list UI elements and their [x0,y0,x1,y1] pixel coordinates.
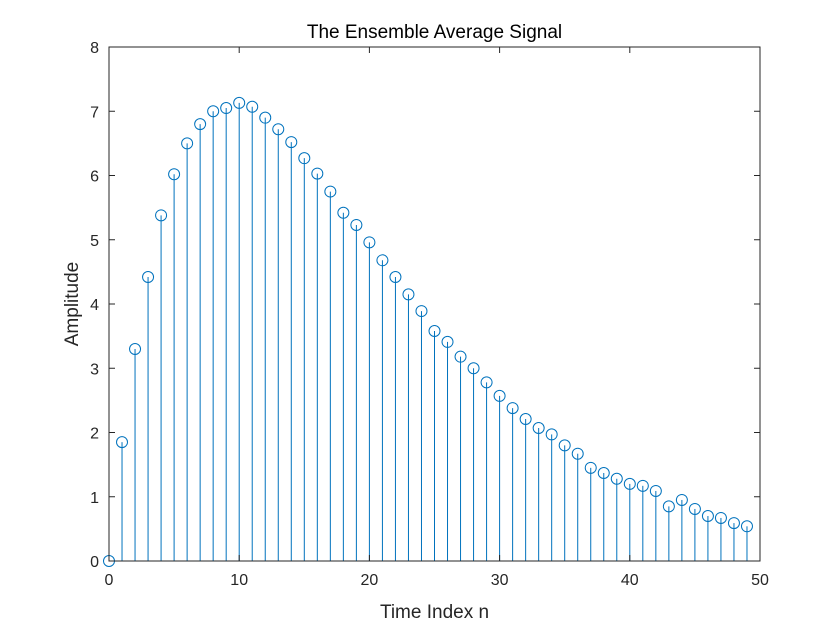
y-tick-label: 3 [90,361,99,378]
stem-marker [467,362,480,375]
stem-marker [558,439,571,452]
stem-marker [246,100,259,113]
stem-marker [337,206,350,219]
stem-marker [740,520,753,533]
y-tick-label: 0 [90,554,99,571]
stem-marker [675,493,688,506]
stem-marker [688,502,701,515]
stem-marker [441,335,454,348]
stem-marker [272,123,285,136]
stem-marker [402,288,415,301]
stem-marker [610,472,623,485]
stem-marker [233,96,246,109]
y-tick-label: 5 [90,233,99,250]
stem-marker [506,402,519,415]
stem-marker [298,152,311,165]
y-tick-label: 2 [90,426,99,443]
x-tick-label: 10 [230,572,248,589]
stem-marker [532,422,545,435]
stem-marker [220,102,233,115]
stem-marker [454,350,467,363]
stem-marker [389,271,402,284]
stem-marker [181,137,194,150]
x-tick-label: 50 [751,572,769,589]
stem-marker [649,484,662,497]
stem-marker [571,447,584,460]
stem-marker [519,413,532,426]
stem-marker [727,517,740,530]
stem-marker [311,167,324,180]
stem-marker [428,324,441,337]
stem-marker [194,118,207,131]
stem-marker [116,436,129,449]
stem-marker [597,466,610,479]
stem-marker [350,218,363,231]
x-tick-label: 30 [491,572,509,589]
stem-marker [584,461,597,474]
stem-marker [363,236,376,249]
y-tick-label: 1 [90,490,99,507]
stem-marker [285,136,298,149]
x-tick-label: 40 [621,572,639,589]
y-tick-label: 8 [90,40,99,57]
stem-marker [155,209,168,222]
stem-marker [662,500,675,513]
y-tick-label: 4 [90,297,99,314]
y-axis-label: Amplitude [62,262,83,347]
axes-frame [108,46,761,562]
stem-marker [493,389,506,402]
stem-marker [714,511,727,524]
x-axis-label: Time Index n [380,602,489,623]
stem-marker [623,477,636,490]
stem-marker [168,168,181,181]
stem-marker [129,342,142,355]
x-tick-label: 20 [361,572,379,589]
stem-marker [324,185,337,198]
chart-title: The Ensemble Average Signal [307,22,562,43]
stem-marker [636,479,649,492]
stem-marker [142,271,155,284]
stem-marker [701,510,714,523]
stem-marker [259,111,272,124]
y-tick-label: 7 [90,104,99,121]
x-tick-label: 0 [105,572,114,589]
stem-marker [376,254,389,267]
y-tick-label: 6 [90,169,99,186]
stem-marker [415,305,428,318]
stem-series [103,96,753,567]
stem-marker [545,428,558,441]
stem-marker [480,376,493,389]
stem-marker [207,105,220,118]
